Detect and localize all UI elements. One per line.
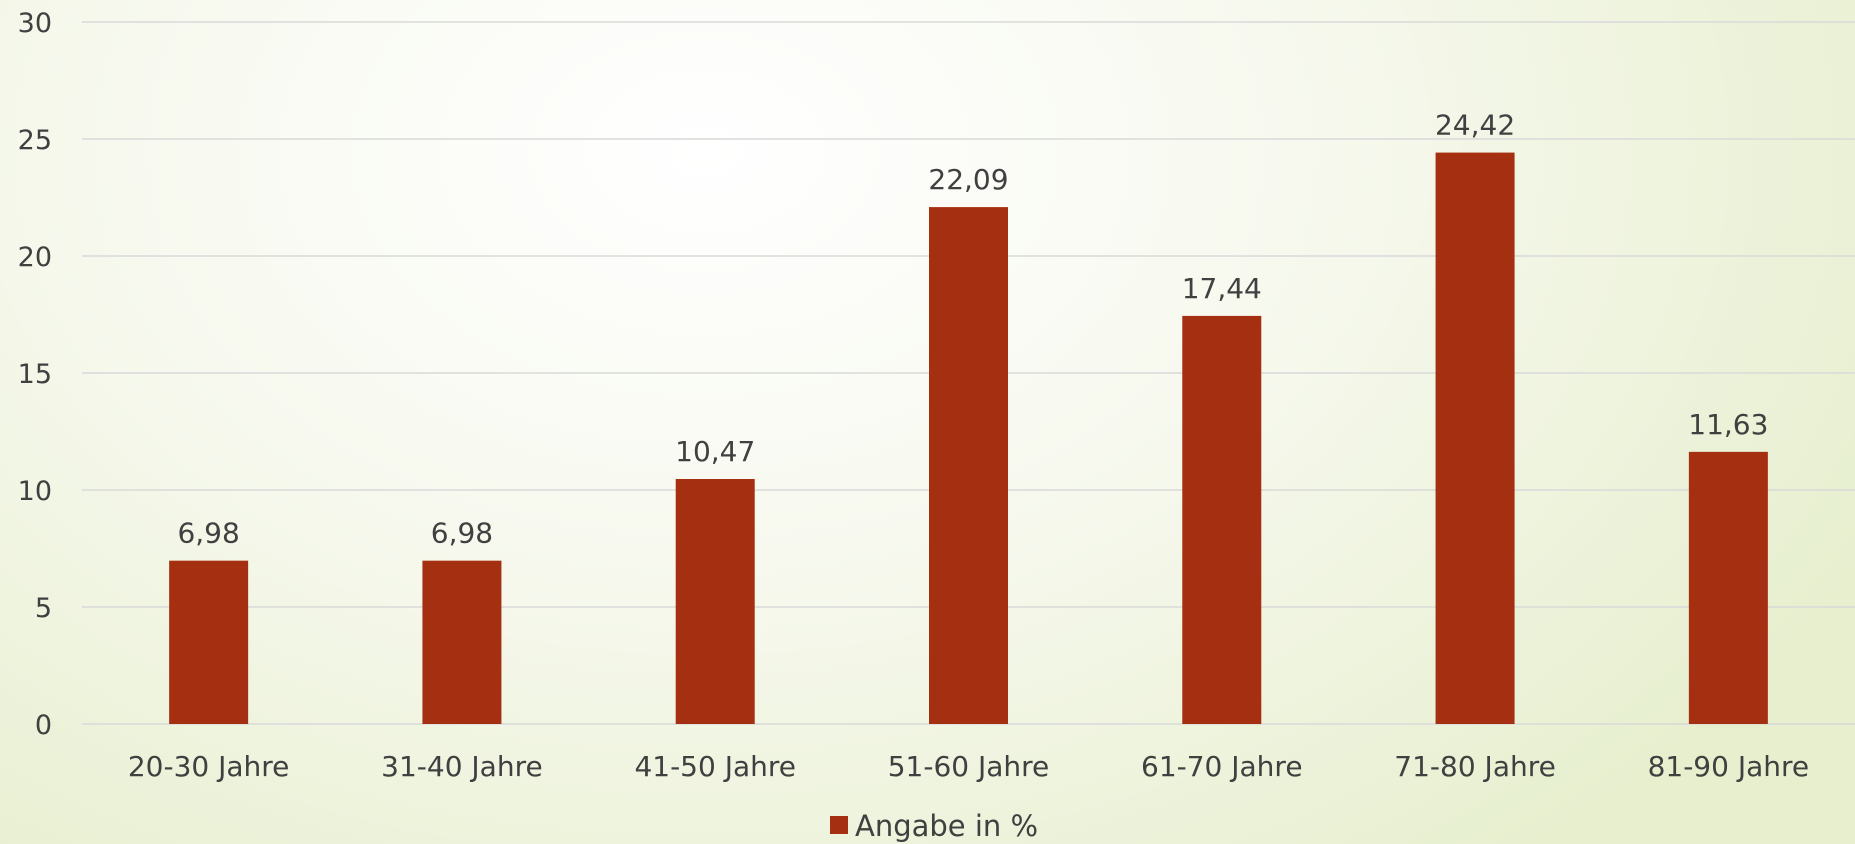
legend: Angabe in % [830,809,1038,843]
bar [169,560,249,724]
bar [1435,152,1515,724]
y-axis-tick-labels: 0 5 10 15 20 25 30 [18,8,52,741]
x-category-label: 20-30 Jahre [128,750,290,783]
x-category-label: 71-80 Jahre [1394,750,1556,783]
y-tick-label: 15 [18,359,52,390]
bar [929,207,1008,724]
bar [1182,315,1262,724]
y-tick-label: 25 [18,125,52,156]
data-label: 10,47 [675,435,755,468]
y-tick-label: 5 [35,593,52,624]
data-label: 22,09 [928,163,1008,196]
y-tick-label: 10 [18,476,52,507]
data-labels: 6,98 6,98 10,47 22,09 17,44 24,42 11,63 [177,109,1768,550]
x-axis-category-labels: 20-30 Jahre 31-40 Jahre 41-50 Jahre 51-60 J… [128,750,1809,783]
data-label: 24,42 [1435,109,1515,142]
data-label: 11,63 [1688,408,1768,441]
x-category-label: 81-90 Jahre [1648,750,1810,783]
legend-label: Angabe in % [855,809,1038,843]
x-category-label: 51-60 Jahre [888,750,1050,783]
y-tick-label: 20 [18,242,52,273]
x-category-label: 61-70 Jahre [1141,750,1303,783]
bar [675,479,755,724]
data-label: 6,98 [431,517,493,550]
bar [422,560,502,724]
legend-swatch [830,816,848,834]
x-category-label: 41-50 Jahre [634,750,796,783]
data-label: 17,44 [1182,272,1262,305]
x-category-label: 31-40 Jahre [381,750,543,783]
y-tick-label: 0 [35,710,52,741]
bars [169,152,1768,724]
data-label: 6,98 [177,517,239,550]
bar [1688,451,1768,724]
y-tick-label: 30 [18,8,52,39]
